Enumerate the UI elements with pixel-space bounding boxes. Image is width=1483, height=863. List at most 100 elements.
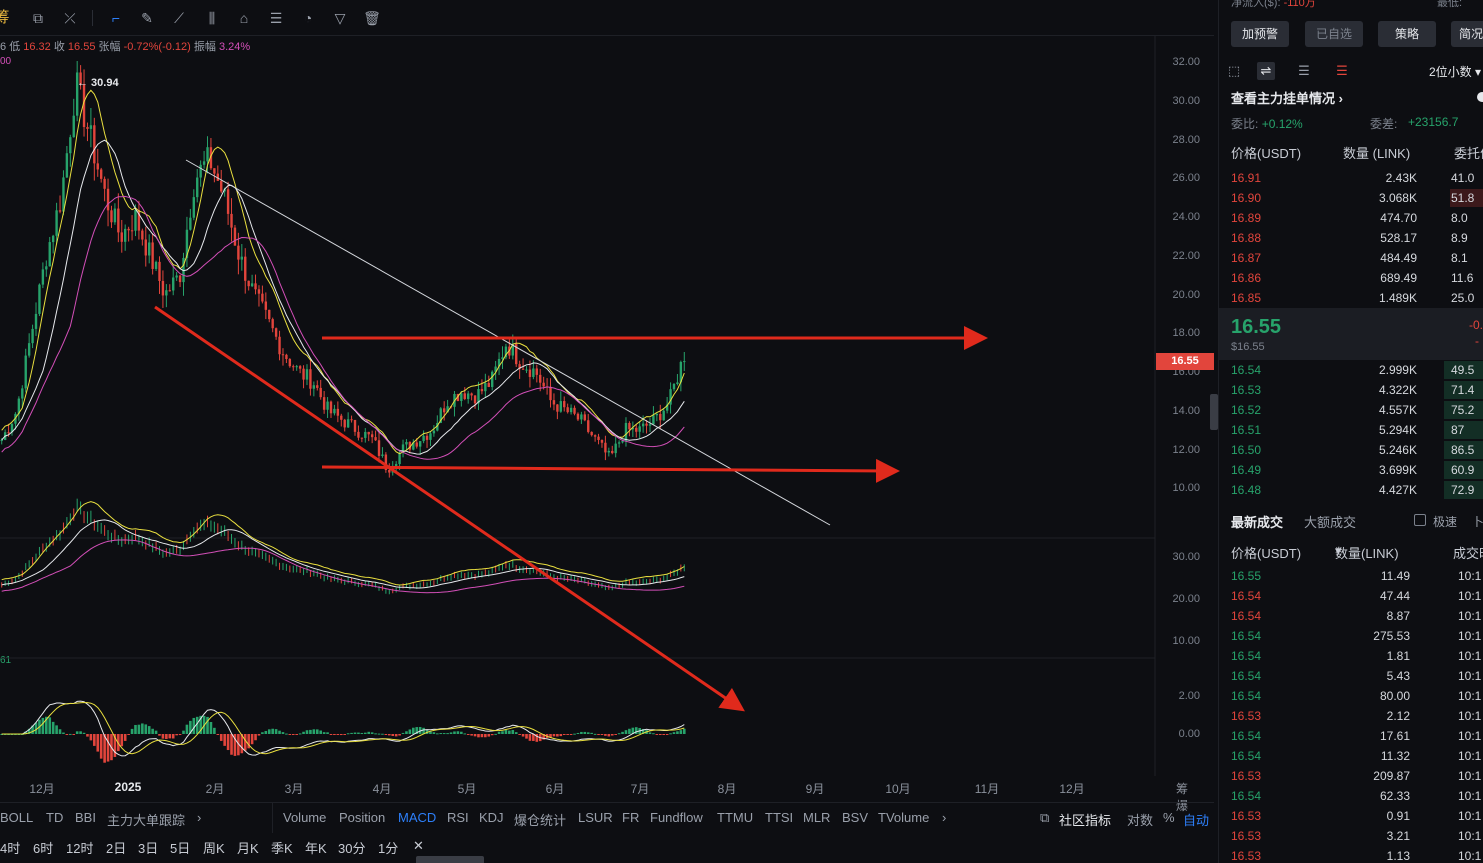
percent-scale-button[interactable]: % <box>1163 810 1175 825</box>
tab-large-trades[interactable]: 大额成交 <box>1304 515 1357 530</box>
indicator-icon[interactable]: ⤫ <box>64 10 76 26</box>
book-asks-icon[interactable]: ☰ <box>1336 63 1348 78</box>
indicator-tab[interactable]: Volume <box>283 810 327 825</box>
period-6[interactable]: 周K <box>203 841 225 856</box>
orderbook-row[interactable]: 16.51 5.294K 87 <box>1219 420 1483 440</box>
panel-button-3[interactable]: 简况 <box>1451 21 1483 47</box>
trade-time: 10:1 <box>1458 649 1482 663</box>
panel-button-2[interactable]: 策略 <box>1378 21 1436 47</box>
scroll-handle[interactable] <box>416 856 484 863</box>
trade-time: 10:1 <box>1458 609 1482 623</box>
indicator-tab[interactable]: MACD <box>398 810 437 825</box>
tab-latest-trades[interactable]: 最新成交 <box>1231 515 1284 530</box>
view-depth-link[interactable]: 查看主力挂单情况 › <box>1231 91 1343 106</box>
indicator-0[interactable]: BOLL <box>0 810 34 825</box>
orderbook-row[interactable]: 16.53 4.322K 71.4 <box>1219 380 1483 400</box>
tr-header-qty[interactable]: 数量(LINK) ▾ <box>1335 543 1399 561</box>
book-both-icon[interactable]: ⬚ <box>1227 63 1241 78</box>
candle-body <box>418 441 422 447</box>
candle-body <box>196 177 199 198</box>
drawing-toolbar: 筹 ⧉ ⤫ ⌐ ✎ ⟋ ⫼ ⌂ ☰ ◔ ▽ 🗑︎ <box>0 0 1214 36</box>
indicator-tab[interactable]: TTSI <box>765 810 794 825</box>
price-axis-label: 28.00 <box>1172 133 1200 146</box>
candle-icon[interactable]: ⫼ <box>208 10 216 26</box>
mid-change-2: - <box>1475 334 1479 348</box>
book-split-icon[interactable]: ⇌ <box>1257 62 1275 80</box>
community-indicator-button[interactable]: 社区指标 <box>1059 813 1112 828</box>
trash-icon[interactable]: 🗑︎ <box>363 10 381 26</box>
macd-hist-bar <box>45 716 48 734</box>
orderbook-row[interactable]: 16.49 3.699K 60.9 <box>1219 460 1483 480</box>
orderbook-row[interactable]: 16.54 2.999K 49.5 <box>1219 360 1483 380</box>
orderbook-row[interactable]: 16.86 689.49 11.6 <box>1219 268 1483 288</box>
indicator-3[interactable]: 主力大单跟踪 <box>107 813 186 828</box>
indicator-more-left-icon[interactable]: › <box>197 810 202 825</box>
indicator-tab[interactable]: BSV <box>842 810 869 825</box>
period-10[interactable]: 30分 <box>338 841 366 856</box>
ruler-icon[interactable]: ✎ <box>141 10 153 26</box>
period-4[interactable]: 3日 <box>138 841 159 856</box>
period-5[interactable]: 5日 <box>170 841 191 856</box>
orderbook-row[interactable]: 16.90 3.068K 51.8 <box>1219 188 1483 208</box>
indicator-tab[interactable]: LSUR <box>578 810 613 825</box>
indicator-tab[interactable]: Fundflow <box>650 810 703 825</box>
indicator-tab[interactable]: KDJ <box>479 810 504 825</box>
orderbook-row[interactable]: 16.50 5.246K 86.5 <box>1219 440 1483 460</box>
text-icon[interactable]: ☰ <box>269 10 283 26</box>
orderbook-row[interactable]: 16.85 1.489K 25.0 <box>1219 288 1483 308</box>
shape-icon[interactable]: ⌂ <box>239 10 249 26</box>
panel-button-0[interactable]: 加预警 <box>1231 21 1289 47</box>
indicator-tab[interactable]: TTMU <box>717 810 754 825</box>
indicator-tab[interactable]: FR <box>622 810 640 825</box>
book-bids-icon[interactable]: ☰ <box>1298 63 1310 78</box>
screenshot-icon[interactable]: ⧉ <box>33 10 43 26</box>
panel-button-1[interactable]: 已自选 <box>1305 21 1363 47</box>
auto-scale-button[interactable]: 自动 <box>1183 813 1210 828</box>
magnet-icon[interactable]: ◔ <box>303 10 313 26</box>
trade-price: 16.53 <box>1231 829 1262 843</box>
period-2[interactable]: 12时 <box>66 841 94 856</box>
candle-body <box>655 413 659 416</box>
period-1[interactable]: 6时 <box>33 841 54 856</box>
indicator-tab[interactable]: TVolume <box>878 810 930 825</box>
orderbook-row[interactable]: 16.48 4.427K 72.9 <box>1219 480 1483 500</box>
period-7[interactable]: 月K <box>237 841 259 856</box>
indicator-1[interactable]: TD <box>46 810 64 825</box>
community-icon[interactable]: ⧉ <box>1040 810 1050 825</box>
period-3[interactable]: 2日 <box>106 841 127 856</box>
speed-checkbox[interactable] <box>1414 514 1426 526</box>
decimals-select[interactable]: 2位小数 ▾ <box>1429 65 1482 79</box>
indicator-tab[interactable]: Position <box>339 810 386 825</box>
macd-hist-bar <box>425 729 429 734</box>
indicator-more-icon[interactable]: › <box>942 810 947 825</box>
close-icon[interactable]: ✕ <box>413 838 424 853</box>
macd-hist-bar <box>219 734 223 741</box>
chart-area[interactable]: 筹 ⧉ ⤫ ⌐ ✎ ⟋ ⫼ ⌂ ☰ ◔ ▽ 🗑︎ 6 低 16.32 收 16.… <box>0 0 1214 863</box>
period-8[interactable]: 季K <box>271 841 293 856</box>
orderbook-row[interactable]: 16.91 2.43K 41.0 <box>1219 168 1483 188</box>
indicator-tab[interactable]: RSI <box>447 810 469 825</box>
period-11[interactable]: 1分 <box>378 841 399 856</box>
price-chart-svg[interactable]: ← 30.94 <box>0 36 1214 776</box>
ob-qty: 2.43K <box>1385 171 1417 185</box>
period-9[interactable]: 年K <box>305 841 327 856</box>
orderbook-row[interactable]: 16.52 4.557K 75.2 <box>1219 400 1483 420</box>
orderbook-row[interactable]: 16.88 528.17 8.9 <box>1219 228 1483 248</box>
candle-body <box>569 407 573 413</box>
brand-fragment: 筹 <box>0 9 10 26</box>
candle-body <box>113 208 117 223</box>
orderbook-tools: ⬚ ⇌ ☰ ☰ 2位小数 ▾ <box>1219 60 1483 82</box>
filter-icon[interactable]: ▽ <box>334 10 346 26</box>
brush-icon[interactable]: ⟋ <box>174 10 184 26</box>
cursor-icon[interactable]: ⌐ <box>111 10 121 26</box>
panel-splitter[interactable] <box>1210 394 1218 430</box>
period-0[interactable]: 4时 <box>0 841 21 856</box>
toggle-switch[interactable] <box>1477 92 1483 102</box>
orderbook-row[interactable]: 16.89 474.70 8.0 <box>1219 208 1483 228</box>
trade-price: 16.53 <box>1231 809 1262 823</box>
orderbook-row[interactable]: 16.87 484.49 8.1 <box>1219 248 1483 268</box>
indicator-tab[interactable]: 爆仓统计 <box>514 813 567 828</box>
log-scale-button[interactable]: 对数 <box>1127 813 1154 828</box>
indicator-2[interactable]: BBI <box>75 810 96 825</box>
indicator-tab[interactable]: MLR <box>803 810 831 825</box>
